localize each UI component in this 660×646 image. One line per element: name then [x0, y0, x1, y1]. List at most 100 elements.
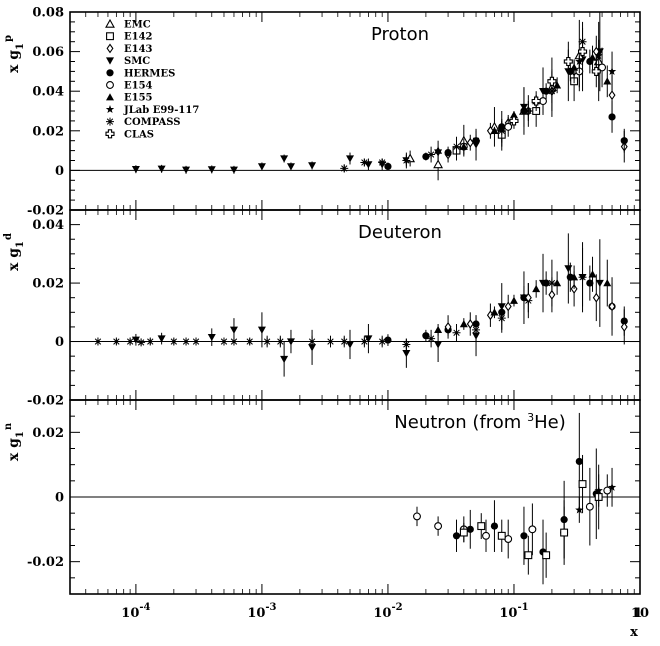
data-point: [477, 513, 486, 540]
data-point: [280, 154, 289, 163]
data-point: [498, 303, 506, 322]
data-point: [257, 312, 266, 348]
panel-proton: -0.02 0 0.02 0.04 0.06 0.08 Proton x g1p: [3, 6, 641, 219]
data-point: [93, 337, 102, 346]
data-point: [553, 77, 562, 94]
data-point: [229, 318, 238, 342]
data-point: [286, 329, 295, 354]
data-point: [607, 467, 617, 507]
data-point: [427, 146, 436, 163]
x-axis: 10-4 10-3 10-2 10-1 101 x: [121, 602, 649, 640]
data-point: [276, 335, 285, 348]
data-point: [280, 341, 289, 377]
data-point: [466, 509, 474, 549]
data-point: [531, 91, 541, 111]
data-point: [245, 337, 254, 346]
y-tick-label: 0.08: [32, 6, 64, 21]
data-point: [490, 306, 499, 319]
data-point: [620, 309, 628, 345]
data-point: [607, 51, 617, 92]
legend-label: CLAS: [124, 129, 154, 140]
x-tick-label: 10-1: [499, 602, 528, 621]
data-point: [346, 329, 355, 360]
data-point: [520, 103, 528, 119]
data-point: [444, 148, 452, 157]
data-point: [542, 83, 550, 100]
data-point: [405, 150, 416, 167]
data-point: [504, 116, 513, 137]
data-point: [497, 519, 506, 552]
legend-entry: CLAS: [105, 129, 154, 140]
data-point: [570, 265, 579, 289]
data-point: [603, 259, 612, 307]
data-point: [384, 162, 392, 171]
data-point: [157, 332, 166, 345]
data-point: [378, 158, 387, 167]
data-point: [586, 265, 594, 301]
y-tick-label: -0.02: [27, 394, 64, 409]
data-point: [229, 165, 238, 174]
data-point: [219, 337, 228, 346]
y-tick-label: 0.04: [32, 85, 64, 100]
series-e155: [434, 256, 612, 336]
x-tick-label: 10: [631, 606, 649, 621]
data-point: [542, 532, 551, 578]
data-point: [578, 454, 587, 514]
data-point: [131, 165, 140, 174]
legend-entry: COMPASS: [106, 117, 181, 128]
panel-frame: [69, 209, 641, 401]
data-point: [169, 337, 178, 346]
data-point: [422, 152, 430, 161]
legend-entry: EMC: [105, 18, 151, 31]
data-point: [126, 337, 135, 346]
data-point: [588, 45, 597, 70]
data-point: [570, 59, 579, 76]
data-point: [466, 312, 474, 336]
data-point: [257, 162, 266, 171]
data-point: [146, 337, 155, 346]
data-point: [482, 519, 490, 552]
data-point: [575, 412, 583, 510]
data-point: [459, 522, 468, 543]
data-point: [466, 134, 474, 151]
x-axis-label: x: [630, 625, 638, 640]
y-tick-label: 0.02: [32, 124, 64, 139]
data-point: [497, 118, 506, 143]
series-smc: [131, 233, 604, 377]
data-point: [182, 165, 191, 174]
x-tick-label-one: 1: [633, 606, 642, 621]
data-point: [532, 280, 541, 298]
data-point: [603, 474, 612, 507]
data-point: [548, 277, 556, 313]
data-point: [542, 271, 550, 295]
data-point: [520, 286, 528, 310]
legend-label: JLab E99-117: [123, 105, 199, 116]
data-point: [504, 294, 512, 319]
data-point: [459, 142, 468, 151]
data-point: [564, 233, 573, 304]
legend-label: COMPASS: [124, 117, 181, 128]
data-point: [603, 65, 612, 98]
data-point: [452, 519, 461, 552]
data-point: [459, 318, 468, 330]
data-point: [588, 256, 597, 292]
data-point: [263, 335, 272, 348]
data-point: [326, 335, 335, 348]
panel-title: Neutron (from 3He): [394, 411, 565, 433]
data-point: [452, 324, 461, 342]
series-emc: [405, 19, 604, 181]
data-point: [577, 37, 588, 66]
data-point: [157, 164, 166, 173]
data-point: [452, 136, 461, 157]
legend-label: E142: [124, 32, 153, 43]
data-point: [509, 294, 518, 307]
data-point: [520, 506, 528, 565]
series-e142: [452, 61, 579, 161]
data-point: [360, 335, 369, 348]
panel-deuteron: -0.02 0 0.02 0.04 Deuteron x g1d: [3, 209, 641, 409]
data-point: [595, 239, 604, 327]
data-point: [413, 506, 421, 527]
series-jlab-e99-117: [575, 467, 617, 523]
